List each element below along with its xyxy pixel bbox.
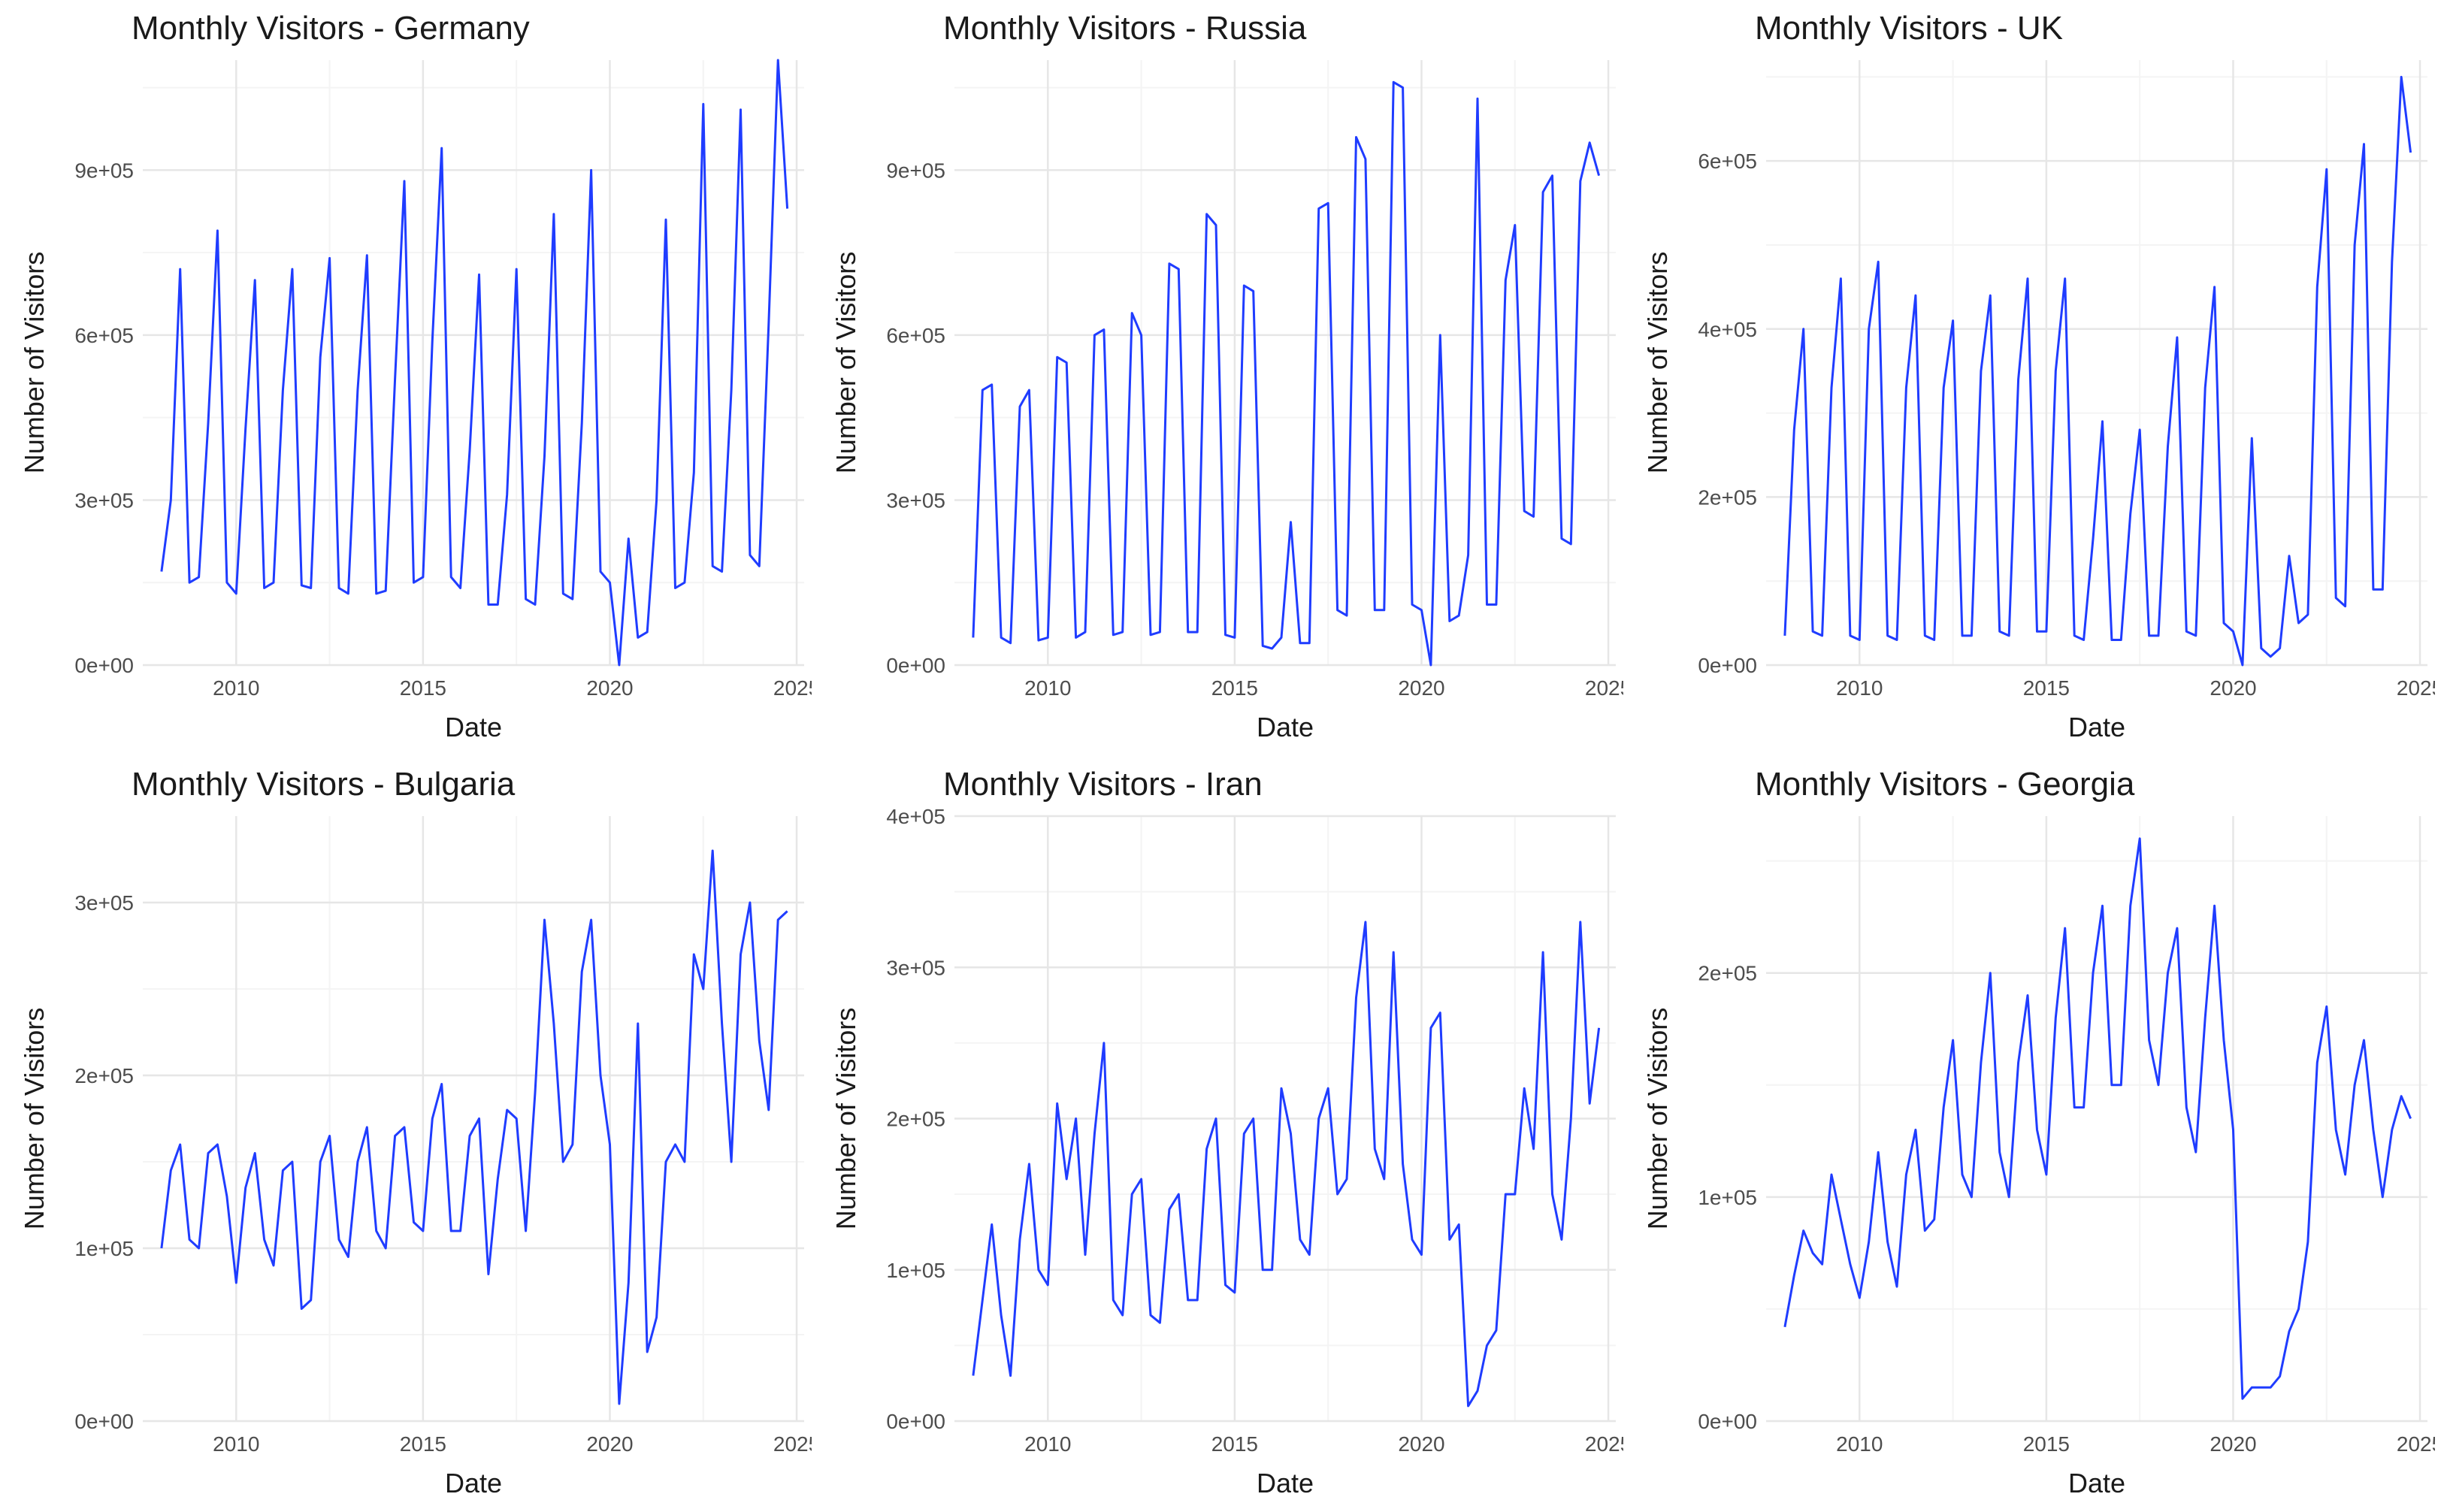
x-tick-label: 2020 — [586, 1432, 633, 1456]
chart-title: Monthly Visitors - Russia — [943, 10, 1307, 47]
x-axis-label: Date — [445, 712, 502, 742]
chart-panel-2: 2010 2015 2020 2025 0e+00 2e+05 4e+05 6e+05 Mont… — [1642, 10, 2435, 742]
y-axis-label: Number of Visitors — [830, 252, 861, 473]
y-axis-label: Number of Visitors — [19, 252, 50, 473]
y-tick-label: 1e+05 — [1698, 1186, 1757, 1209]
y-tick-label: 0e+00 — [886, 654, 945, 677]
y-tick-label: 9e+05 — [886, 159, 945, 182]
chart-panel-0: 2010 2015 2020 2025 0e+00 3e+05 6e+05 9e+05 Mont… — [19, 10, 812, 742]
y-tick-label: 6e+05 — [1698, 150, 1757, 173]
x-tick-label: 2025 — [773, 1432, 812, 1456]
y-tick-label: 2e+05 — [1698, 485, 1757, 509]
x-tick-label: 2025 — [1585, 1432, 1623, 1456]
chart-panel-3: 2010 2015 2020 2025 0e+00 1e+05 2e+05 3e+05 Mont… — [19, 766, 812, 1498]
x-tick-label: 2020 — [1398, 1432, 1444, 1456]
y-tick-label: 6e+05 — [74, 324, 134, 347]
y-axis-label: Number of Visitors — [19, 1008, 50, 1229]
y-axis-label: Number of Visitors — [1642, 1008, 1673, 1229]
y-axis-label: Number of Visitors — [830, 1008, 861, 1229]
x-tick-label: 2025 — [773, 676, 812, 700]
x-tick-label: 2010 — [213, 1432, 259, 1456]
y-tick-label: 0e+00 — [1698, 1410, 1757, 1433]
x-tick-label: 2020 — [586, 676, 633, 700]
x-tick-label: 2025 — [1585, 676, 1623, 700]
y-tick-label: 1e+05 — [886, 1259, 945, 1282]
series-line — [160, 849, 788, 1405]
x-axis-label: Date — [2068, 712, 2125, 742]
y-tick-label: 3e+05 — [74, 488, 134, 512]
x-tick-label: 2015 — [400, 1432, 446, 1456]
x-tick-label: 2015 — [2023, 1432, 2070, 1456]
series-line — [1783, 837, 2412, 1400]
chart-title: Monthly Visitors - Germany — [132, 10, 530, 47]
x-tick-label: 2010 — [1836, 676, 1883, 700]
x-axis-label: Date — [1257, 1468, 1314, 1498]
chart-title: Monthly Visitors - Iran — [943, 766, 1263, 803]
x-tick-label: 2025 — [2397, 1432, 2435, 1456]
y-tick-label: 0e+00 — [74, 1410, 134, 1433]
chart-panel-5: 2010 2015 2020 2025 0e+00 1e+05 2e+05 Monthly V… — [1642, 766, 2435, 1498]
x-tick-label: 2010 — [213, 676, 259, 700]
series-line — [160, 59, 789, 667]
x-tick-label: 2010 — [1024, 1432, 1071, 1456]
x-tick-label: 2015 — [400, 676, 446, 700]
y-tick-label: 3e+05 — [886, 956, 945, 979]
y-tick-label: 0e+00 — [74, 654, 134, 677]
y-axis-label: Number of Visitors — [1642, 252, 1673, 473]
chart-title: Monthly Visitors - Georgia — [1755, 766, 2135, 803]
y-tick-label: 3e+05 — [74, 891, 134, 915]
x-axis-label: Date — [1257, 712, 1314, 742]
x-tick-label: 2020 — [1398, 676, 1444, 700]
y-tick-label: 4e+05 — [886, 805, 945, 828]
chart-panel-1: 2010 2015 2020 2025 0e+00 3e+05 6e+05 9e+05 Mont… — [830, 10, 1623, 742]
x-axis-label: Date — [2068, 1468, 2125, 1498]
x-tick-label: 2015 — [2023, 676, 2070, 700]
y-tick-label: 2e+05 — [1698, 962, 1757, 985]
y-tick-label: 0e+00 — [886, 1410, 945, 1433]
x-tick-label: 2010 — [1024, 676, 1071, 700]
series-line — [972, 921, 1601, 1408]
series-line — [972, 80, 1601, 667]
y-tick-label: 2e+05 — [74, 1064, 134, 1087]
y-tick-label: 1e+05 — [74, 1237, 134, 1260]
y-tick-label: 4e+05 — [1698, 318, 1757, 341]
chart-title: Monthly Visitors - UK — [1755, 10, 2063, 47]
x-tick-label: 2015 — [1211, 1432, 1258, 1456]
x-tick-label: 2015 — [1211, 676, 1258, 700]
x-tick-label: 2020 — [2210, 1432, 2256, 1456]
y-tick-label: 6e+05 — [886, 324, 945, 347]
x-tick-label: 2025 — [2397, 676, 2435, 700]
y-tick-label: 0e+00 — [1698, 654, 1757, 677]
y-tick-label: 2e+05 — [886, 1108, 945, 1131]
chart-panel-4: 2010 2015 2020 2025 0e+00 1e+05 2e+05 3e+05 4e+0… — [830, 766, 1623, 1498]
series-line — [1783, 75, 2412, 667]
x-tick-label: 2010 — [1836, 1432, 1883, 1456]
chart-title: Monthly Visitors - Bulgaria — [132, 766, 516, 803]
x-axis-label: Date — [445, 1468, 502, 1498]
x-tick-label: 2020 — [2210, 676, 2256, 700]
y-tick-label: 3e+05 — [886, 488, 945, 512]
y-tick-label: 9e+05 — [74, 159, 134, 182]
